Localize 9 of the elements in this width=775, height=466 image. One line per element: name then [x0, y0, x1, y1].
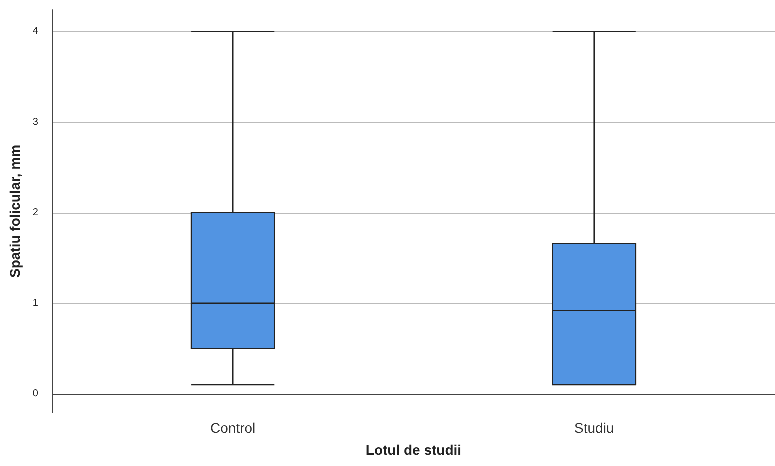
y-tick-label: 4 [32, 26, 39, 38]
y-tick-label: 0 [32, 388, 39, 400]
y-tick-label: 2 [32, 207, 39, 218]
y-tick-label: 1 [32, 298, 39, 309]
y-tick-label: 3 [32, 116, 39, 128]
x-tick-label: Control [210, 420, 256, 436]
x-tick-label: Studiu [574, 420, 614, 436]
y-axis-title: Spatiu folicular, mm [7, 144, 23, 278]
x-axis-title: Lotul de studii [366, 442, 462, 458]
